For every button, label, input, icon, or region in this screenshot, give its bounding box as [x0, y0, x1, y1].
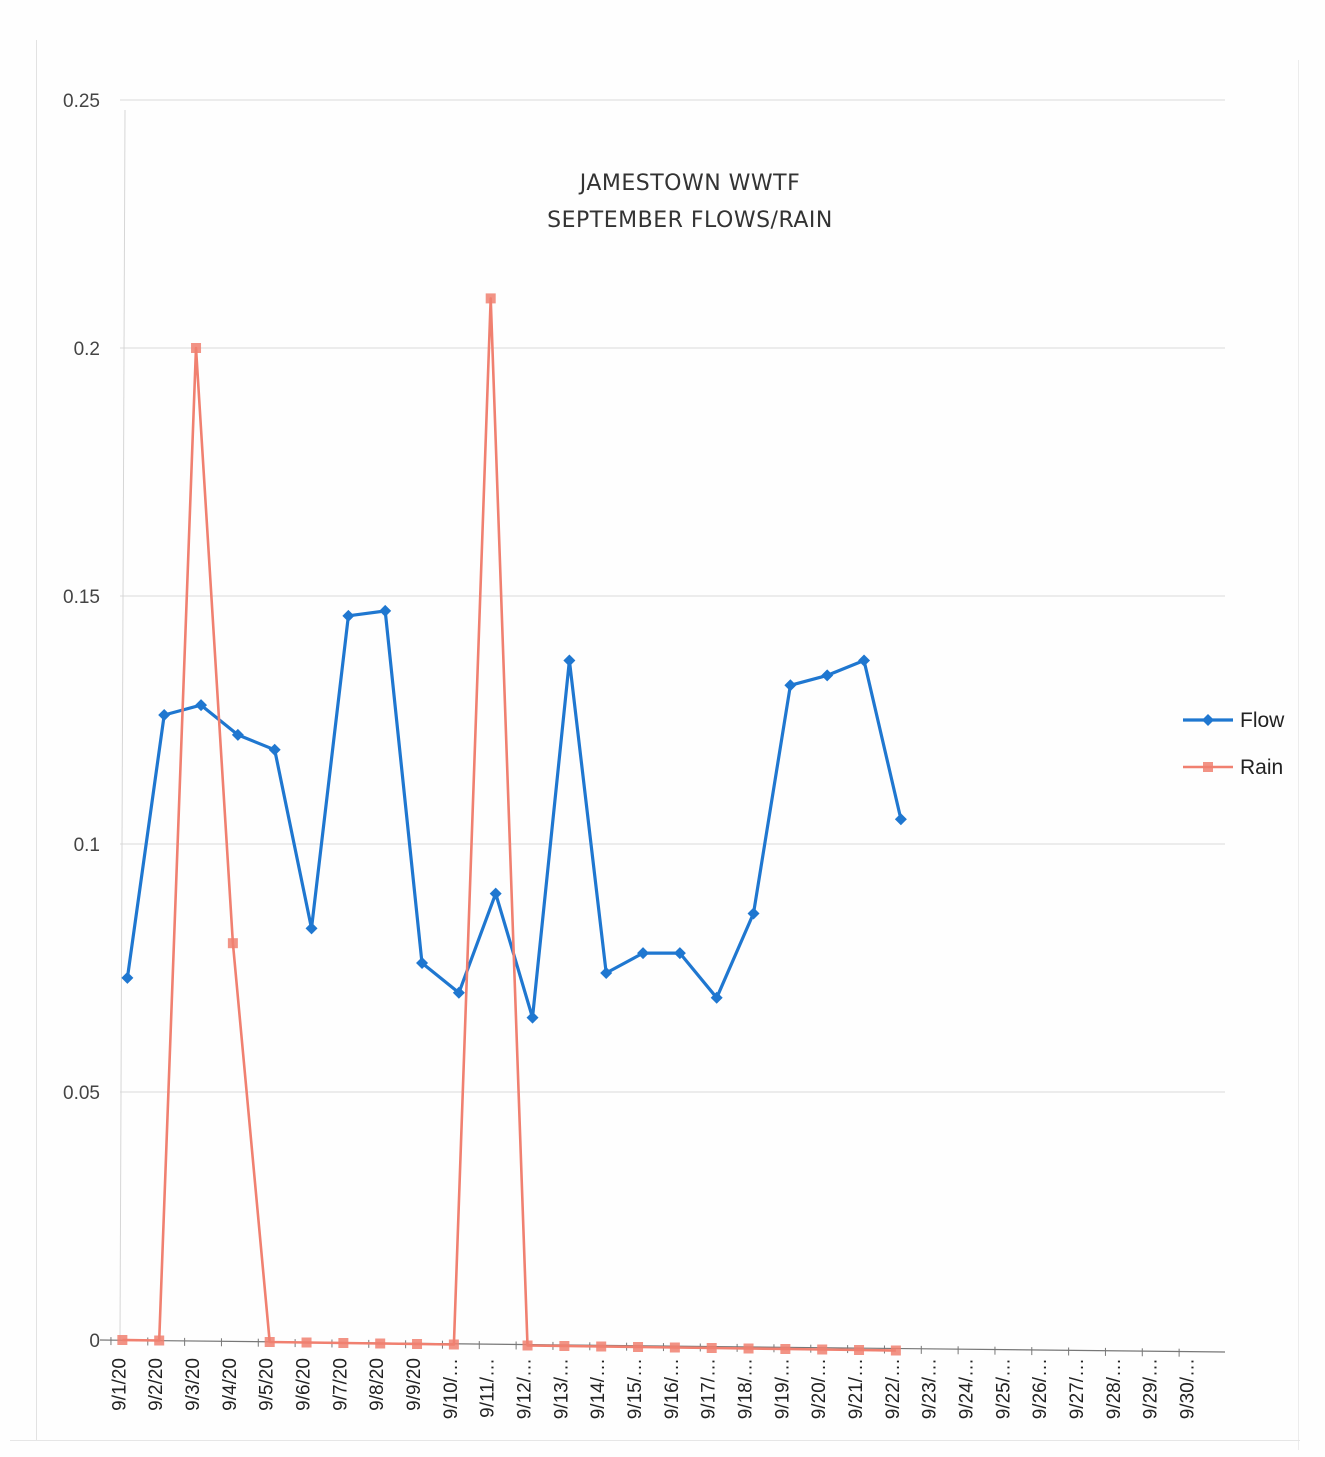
x-tick-label: 9/9/20: [404, 1358, 425, 1411]
data-point-flow: [784, 679, 797, 692]
data-point-rain: [743, 1343, 754, 1354]
data-point-rain: [780, 1344, 791, 1354]
data-point-rain: [301, 1337, 312, 1348]
data-point-rain: [264, 1337, 275, 1347]
x-tick-label: 9/25/…: [993, 1358, 1014, 1419]
data-point-rain: [522, 1340, 533, 1351]
data-point-flow: [821, 669, 834, 682]
legend-marker-flow: [1202, 714, 1214, 726]
x-tick-label: 9/15/…: [625, 1358, 646, 1419]
x-tick-label: 9/20/…: [809, 1358, 830, 1419]
x-tick-label: 9/18/…: [736, 1358, 757, 1419]
chart-title: JAMESTOWN WWTF: [578, 171, 801, 196]
data-point-rain: [375, 1338, 386, 1349]
x-tick-label: 9/28/…: [1104, 1358, 1125, 1419]
data-point-flow: [894, 813, 907, 826]
data-point-flow: [637, 947, 650, 960]
y-tick-label: 0.25: [63, 91, 100, 112]
data-point-rain: [596, 1341, 607, 1352]
data-point-rain: [338, 1338, 349, 1348]
x-tick-label: 9/17/…: [699, 1358, 720, 1419]
x-tick-label: 9/13/…: [551, 1358, 572, 1419]
x-tick-label: 9/29/…: [1141, 1358, 1162, 1419]
x-tick-label: 9/19/…: [772, 1358, 793, 1419]
data-point-flow: [379, 604, 392, 617]
x-tick-label: 9/24/…: [957, 1358, 978, 1419]
x-tick-label: 9/14/…: [588, 1358, 609, 1419]
data-point-flow: [526, 1011, 539, 1024]
gridlines: [120, 99, 1225, 1093]
legend-marker-rain: [1203, 762, 1213, 772]
data-point-flow: [158, 709, 171, 722]
data-point-rain: [448, 1339, 459, 1350]
x-tick-label: 9/2/20: [146, 1358, 167, 1411]
data-point-flow: [563, 654, 576, 667]
data-point-flow: [452, 986, 465, 999]
x-tick-label: 9/3/20: [183, 1358, 204, 1411]
legend-label-flow: Flow: [1240, 709, 1285, 732]
x-tick-label: 9/5/20: [257, 1358, 278, 1411]
y-tick-label: 0.05: [63, 1083, 100, 1104]
data-point-rain: [890, 1345, 901, 1356]
data-point-flow: [673, 947, 686, 960]
data-point-rain: [817, 1344, 828, 1355]
y-tick-label: 0.15: [63, 587, 100, 608]
chart-subtitle: SEPTEMBER FLOWS/RAIN: [547, 208, 833, 233]
x-tick-label: 9/26/…: [1030, 1358, 1051, 1419]
data-point-rain: [669, 1342, 680, 1353]
data-point-rain: [154, 1335, 165, 1346]
x-tick-label: 9/1/20: [109, 1358, 130, 1411]
data-point-flow: [858, 654, 871, 667]
data-point-rain: [485, 293, 496, 304]
data-point-rain: [117, 1335, 128, 1345]
x-tick-label: 9/21/…: [846, 1358, 867, 1419]
x-tick-label: 9/6/20: [294, 1358, 315, 1411]
data-point-flow: [342, 609, 355, 622]
x-tick-label: 9/16/…: [662, 1358, 683, 1419]
legend-label-rain: Rain: [1240, 756, 1283, 779]
data-point-flow: [747, 907, 760, 920]
x-tick-label: 9/11/…: [478, 1358, 499, 1418]
x-tick-labels: 9/1/20 9/2/20 9/3/20 9/4/20 9/5/20 9/6/20 9/7/…: [109, 1358, 1198, 1419]
data-point-flow: [710, 991, 723, 1004]
page-edge-bottom: [10, 1440, 1300, 1441]
data-point-flow: [195, 699, 208, 712]
x-tick-label: 9/27/…: [1067, 1358, 1088, 1419]
x-tick-label: 9/23/…: [920, 1358, 941, 1419]
x-tick-label: 9/7/20: [330, 1358, 351, 1411]
y-tick-label: 0: [89, 1331, 100, 1352]
page-edge-left: [36, 40, 37, 1440]
page-edge-right: [1298, 60, 1299, 1450]
x-tick-label: 9/22/…: [883, 1358, 904, 1419]
data-point-rain: [559, 1341, 570, 1351]
y-tick-label: 0.1: [74, 835, 100, 856]
data-point-rain: [706, 1343, 717, 1353]
data-point-rain: [191, 343, 202, 353]
series-line-rain: [122, 297, 896, 1352]
y-tick-labels: 0 0.05 0.1 0.15 0.2 0.25: [63, 91, 100, 1352]
x-tick-label: 9/8/20: [367, 1358, 388, 1411]
y-tick-label: 0.2: [74, 339, 100, 360]
y-axis-line: [119, 109, 126, 1341]
x-tick-label: 9/4/20: [220, 1358, 241, 1411]
data-point-flow: [305, 922, 318, 935]
data-point-flow: [489, 887, 502, 900]
data-point-rain: [633, 1342, 644, 1352]
x-tick-label: 9/10/…: [441, 1358, 462, 1419]
x-tick-label: 9/12/…: [515, 1358, 536, 1419]
data-point-flow: [416, 957, 429, 970]
data-point-rain: [854, 1345, 865, 1355]
data-point-flow: [268, 743, 281, 756]
series-group: [117, 293, 907, 1356]
x-tick-label: 9/30/…: [1178, 1358, 1199, 1419]
data-point-flow: [600, 966, 613, 979]
legend: Flow Rain: [1183, 709, 1285, 779]
data-point-flow: [231, 728, 244, 741]
axes: [99, 109, 1226, 1357]
data-point-rain: [412, 1339, 423, 1349]
data-point-rain: [227, 938, 238, 949]
data-point-flow: [121, 971, 134, 984]
